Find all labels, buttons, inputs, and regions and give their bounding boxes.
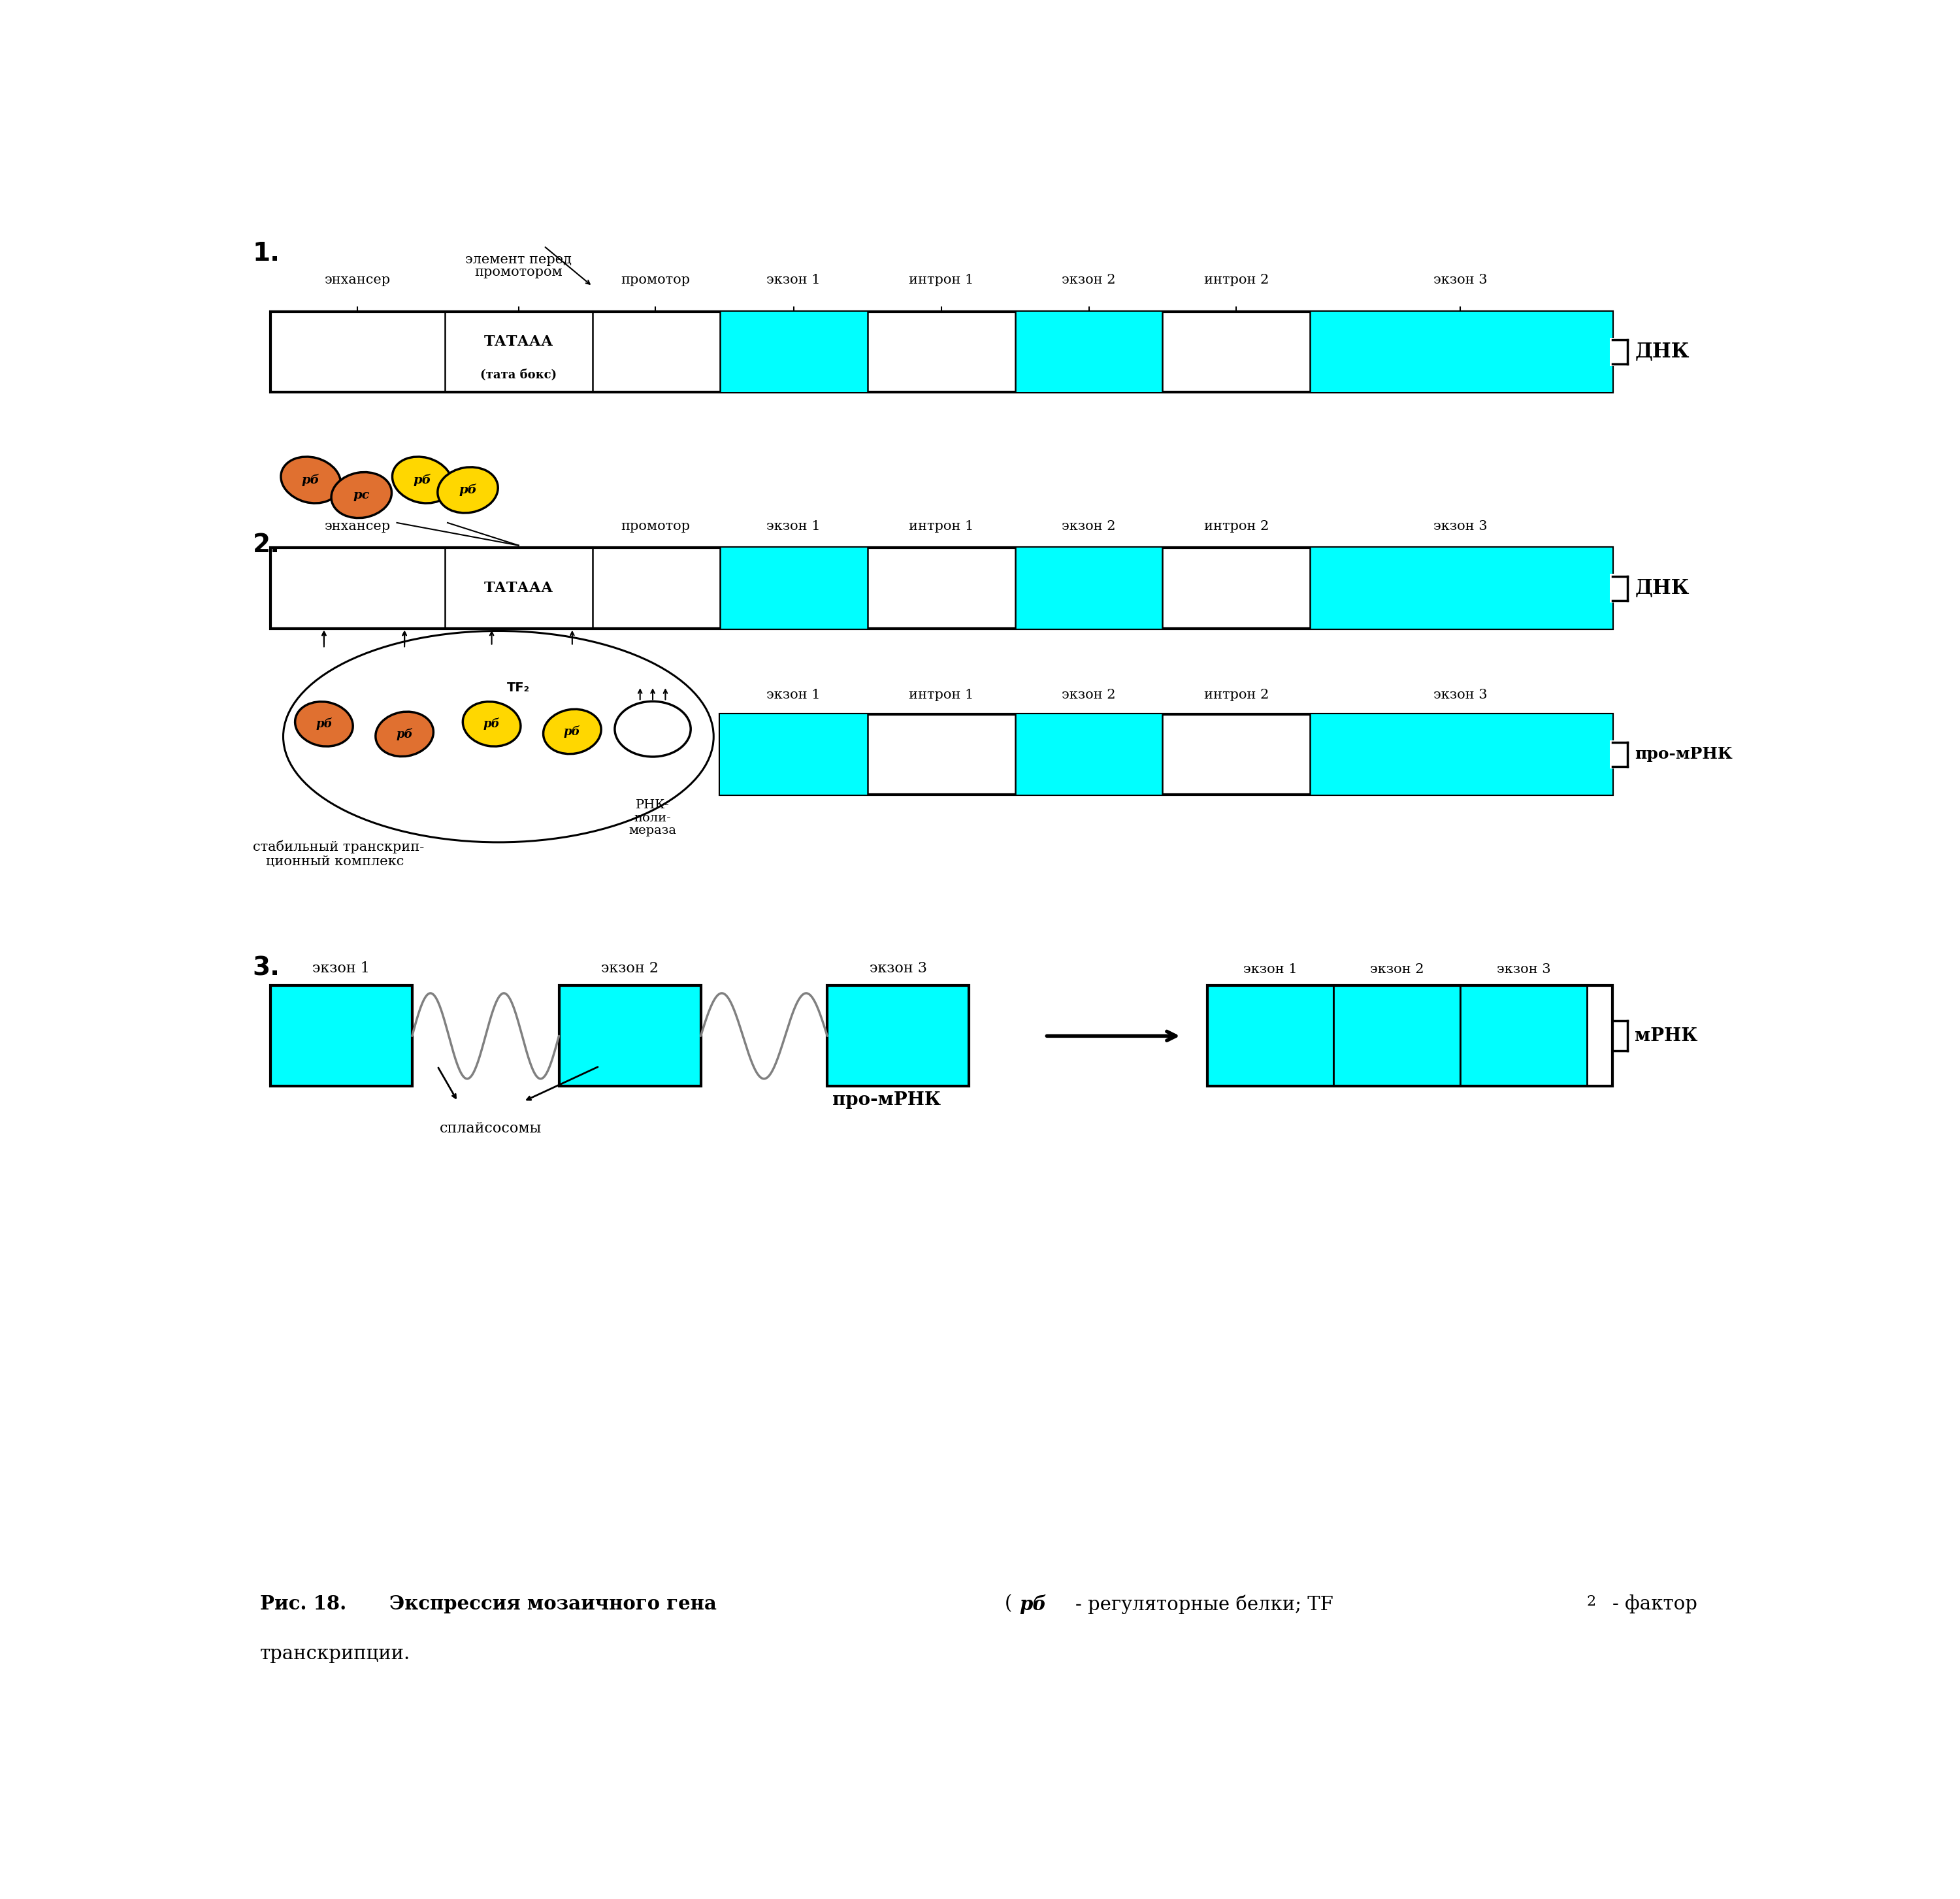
Bar	[270, 986, 412, 1086]
Text: 2: 2	[1588, 1595, 1595, 1608]
Ellipse shape	[392, 458, 453, 503]
Bar	[1309, 549, 1611, 629]
Text: экзон 2: экзон 2	[1370, 963, 1423, 976]
Text: (: (	[1004, 1595, 1011, 1612]
Bar	[1609, 1018, 1615, 1054]
Bar	[719, 714, 1611, 794]
Bar	[1207, 986, 1611, 1086]
Text: ДНК: ДНК	[1635, 577, 1690, 598]
Text: рс: рс	[353, 490, 370, 501]
Text: - регуляторные белки; TF: - регуляторные белки; TF	[1076, 1595, 1333, 1614]
Text: интрон 2: интрон 2	[1203, 520, 1268, 534]
Bar	[1015, 549, 1162, 629]
Text: ТАТААА: ТАТААА	[484, 334, 553, 349]
Bar	[1460, 986, 1588, 1086]
Text: рб: рб	[1019, 1595, 1047, 1614]
Text: экзон 2: экзон 2	[602, 961, 659, 976]
Text: - фактор: - фактор	[1611, 1595, 1697, 1614]
Ellipse shape	[437, 467, 498, 513]
Ellipse shape	[296, 701, 353, 746]
Text: экзон 2: экзон 2	[1062, 520, 1115, 534]
Text: сплайсосомы: сплайсосомы	[439, 1122, 541, 1136]
Text: ТАТААА: ТАТААА	[484, 581, 553, 596]
Text: 2.: 2.	[253, 534, 280, 558]
Text: экзон 1: экзон 1	[312, 961, 370, 976]
Ellipse shape	[280, 458, 341, 503]
Bar	[827, 986, 968, 1086]
Text: Экспрессия мозаичного гена: Экспрессия мозаичного гена	[390, 1595, 717, 1614]
Text: интрон 1: интрон 1	[909, 520, 974, 534]
Text: экзон 1: экзон 1	[766, 689, 821, 701]
Ellipse shape	[463, 701, 521, 746]
Bar	[1609, 573, 1615, 602]
Text: экзон 2: экзон 2	[1062, 273, 1115, 287]
Bar	[719, 714, 868, 794]
Bar	[559, 986, 702, 1086]
Text: стабильный транскрип-
   ционный комплекс: стабильный транскрип- ционный комплекс	[253, 839, 423, 868]
Text: экзон 1: экзон 1	[766, 520, 821, 534]
Text: про-мРНК: про-мРНК	[1635, 746, 1733, 761]
Text: интрон 1: интрон 1	[909, 689, 974, 701]
Text: рб: рб	[316, 718, 333, 731]
Text: ДНК: ДНК	[1635, 342, 1690, 363]
Text: РНК-
поли-
мераза: РНК- поли- мераза	[629, 799, 676, 837]
Text: (тата бокс): (тата бокс)	[480, 368, 557, 380]
Text: транскрипции.: транскрипции.	[261, 1645, 412, 1664]
Ellipse shape	[615, 701, 690, 756]
Ellipse shape	[376, 712, 433, 756]
Bar	[719, 549, 868, 629]
Text: экзон 3: экзон 3	[1433, 520, 1488, 534]
Bar	[270, 549, 1611, 629]
Text: промотор: промотор	[621, 520, 690, 534]
Text: 3.: 3.	[253, 955, 280, 980]
Text: экзон 3: экзон 3	[1433, 273, 1488, 287]
Text: рб: рб	[484, 718, 500, 731]
Bar	[1309, 714, 1611, 794]
Bar	[1207, 986, 1333, 1086]
Text: энхансер: энхансер	[325, 273, 390, 287]
Text: экзон 3: экзон 3	[1433, 689, 1488, 701]
Text: рб: рб	[459, 484, 476, 496]
Text: промотор: промотор	[621, 273, 690, 287]
Bar	[1309, 311, 1611, 391]
Ellipse shape	[543, 708, 602, 754]
Text: экзон 3: экзон 3	[870, 961, 927, 976]
Text: рб: рб	[564, 725, 580, 739]
Text: экзон 3: экзон 3	[1497, 963, 1550, 976]
Text: интрон 2: интрон 2	[1203, 273, 1268, 287]
Bar	[1333, 986, 1460, 1086]
Bar	[1015, 714, 1162, 794]
Text: интрон 2: интрон 2	[1203, 689, 1268, 701]
Text: 1.: 1.	[253, 241, 280, 266]
Text: энхансер: энхансер	[325, 520, 390, 534]
Bar	[1609, 741, 1615, 769]
Text: элемент перед
промотором: элемент перед промотором	[465, 254, 572, 279]
Text: рб: рб	[414, 473, 431, 486]
Text: Рис. 18.: Рис. 18.	[261, 1595, 347, 1614]
Bar	[270, 311, 1611, 391]
Text: экзон 1: экзон 1	[766, 273, 821, 287]
Bar	[1015, 311, 1162, 391]
Text: экзон 2: экзон 2	[1062, 689, 1115, 701]
Text: рб: рб	[396, 727, 414, 741]
Text: TF₂: TF₂	[508, 682, 529, 693]
Text: экзон 1: экзон 1	[1243, 963, 1298, 976]
Ellipse shape	[331, 473, 392, 518]
Text: рб: рб	[302, 473, 319, 486]
Text: мРНК: мРНК	[1635, 1027, 1697, 1044]
Text: интрон 1: интрон 1	[909, 273, 974, 287]
Bar	[1609, 338, 1615, 367]
Bar	[719, 311, 868, 391]
Text: про-мРНК: про-мРНК	[833, 1092, 941, 1109]
